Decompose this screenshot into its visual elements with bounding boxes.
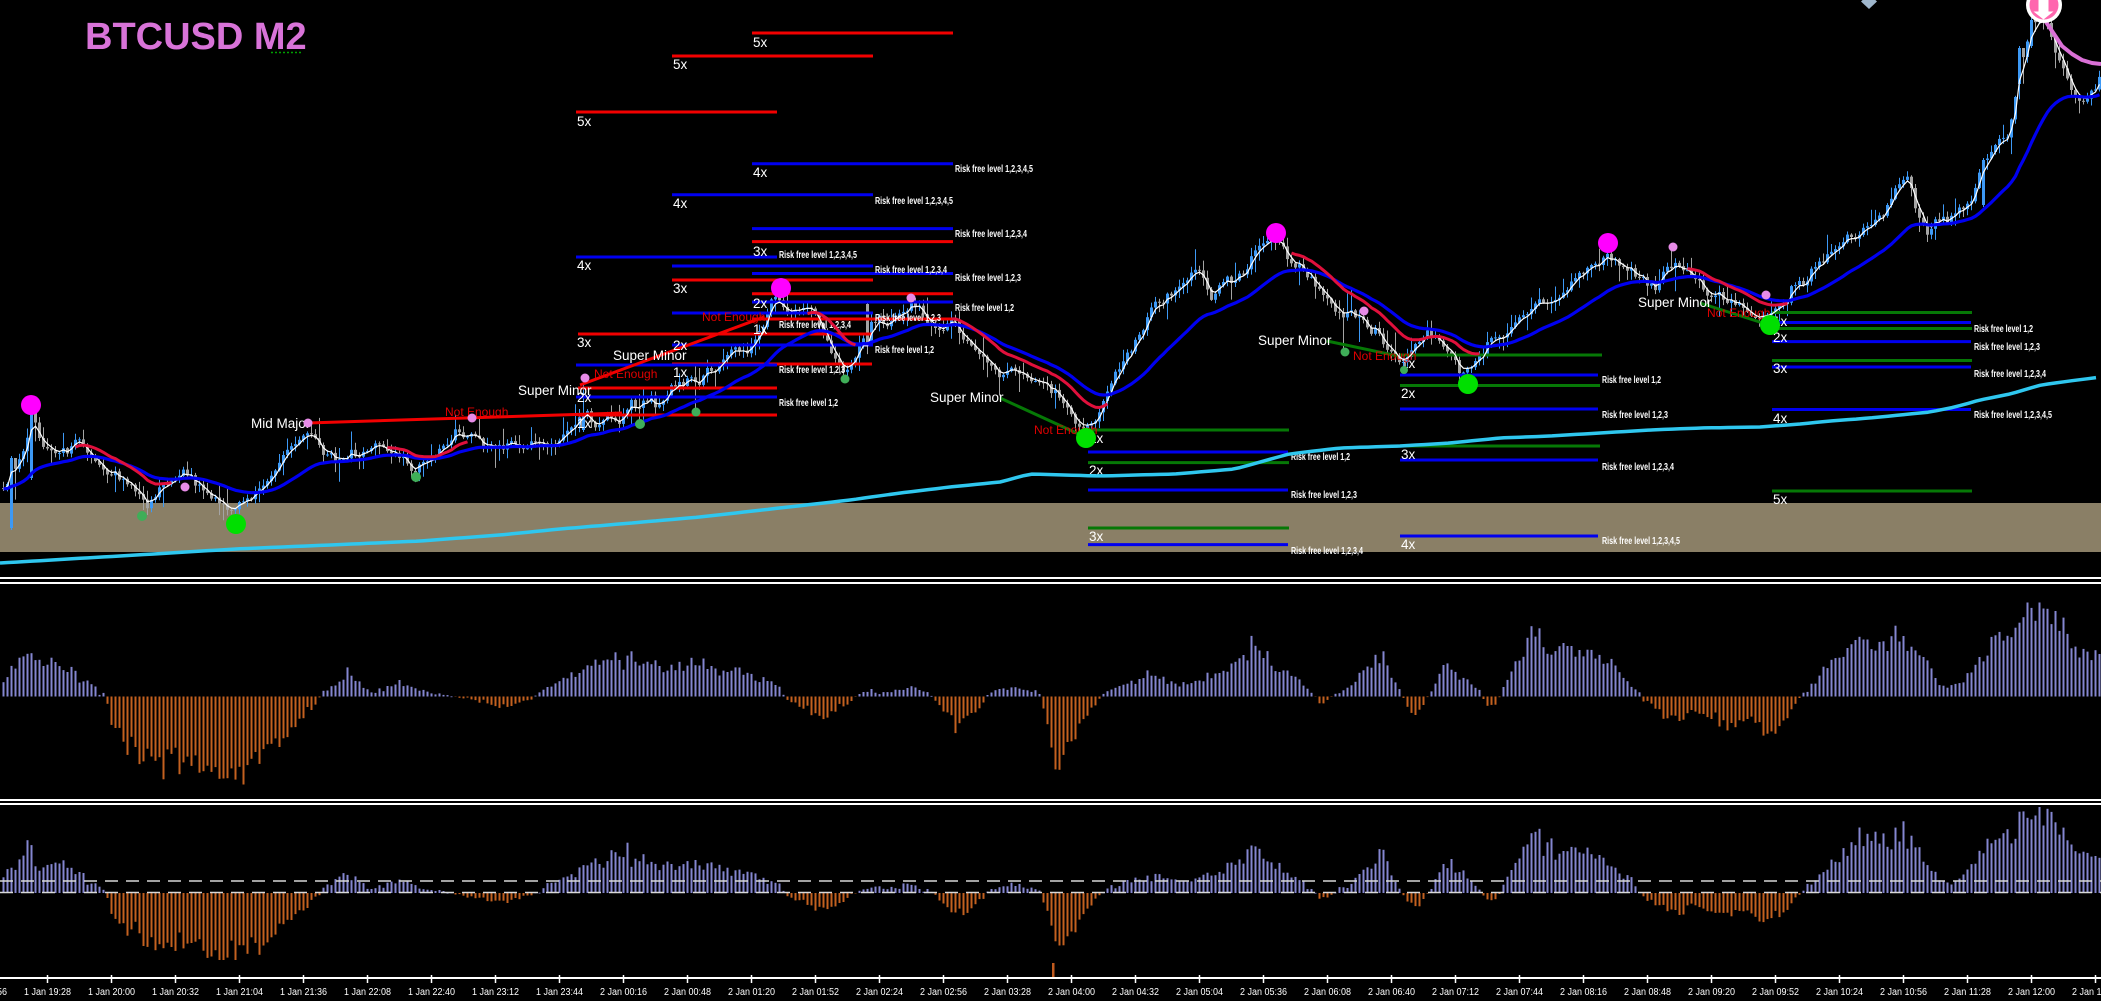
svg-text:Risk free level 1,2,3,4: Risk free level 1,2,3,4 (955, 228, 1027, 240)
svg-text:4x: 4x (1773, 411, 1788, 426)
svg-text:1 Jan 21:04: 1 Jan 21:04 (216, 986, 263, 998)
svg-text:Risk free level 1,2,3,4: Risk free level 1,2,3,4 (1974, 368, 2046, 380)
svg-text:2 Jan 08:48: 2 Jan 08:48 (1624, 986, 1671, 998)
svg-text:Risk free level 1,2: Risk free level 1,2 (1291, 451, 1350, 463)
svg-text:Not Enough: Not Enough (1707, 306, 1770, 320)
svg-text:2 Jan 10:24: 2 Jan 10:24 (1816, 986, 1863, 998)
svg-text:2 Jan 07:44: 2 Jan 07:44 (1496, 986, 1543, 998)
svg-text:5x: 5x (1773, 492, 1788, 507)
svg-text:2 Jan 02:24: 2 Jan 02:24 (856, 986, 903, 998)
svg-text:Risk free level 1,2,3: Risk free level 1,2,3 (1602, 409, 1668, 421)
svg-text:Risk free level 1,2,3,4,5: Risk free level 1,2,3,4,5 (1974, 409, 2052, 421)
svg-text:Risk free level 1,2,3,4: Risk free level 1,2,3,4 (1291, 545, 1363, 557)
svg-text:1x: 1x (753, 322, 768, 337)
svg-text:1 Jan 20:00: 1 Jan 20:00 (88, 986, 135, 998)
svg-text:Super Minor: Super Minor (518, 383, 592, 398)
svg-text:Risk free level 1,2,3,4,5: Risk free level 1,2,3,4,5 (779, 249, 857, 261)
svg-text:Risk free level 1,2,3: Risk free level 1,2,3 (875, 312, 941, 324)
svg-text:Risk free level 1,2,3,4: Risk free level 1,2,3,4 (875, 264, 947, 276)
svg-text:2 Jan 00:16: 2 Jan 00:16 (600, 986, 647, 998)
svg-text:Super Minor: Super Minor (1638, 295, 1712, 310)
svg-text:BTCUSD M2: BTCUSD M2 (85, 16, 307, 58)
svg-text:Risk free level 1,2,3,4,5: Risk free level 1,2,3,4,5 (955, 163, 1033, 175)
svg-text:2 Jan 11:28: 2 Jan 11:28 (1944, 986, 1991, 998)
svg-text:2x: 2x (1401, 386, 1416, 401)
svg-text:2 Jan 02:56: 2 Jan 02:56 (920, 986, 967, 998)
svg-text:3x: 3x (1773, 361, 1788, 376)
svg-text:Risk free level 1,2: Risk free level 1,2 (779, 397, 838, 409)
svg-text:Mid Major: Mid Major (251, 416, 311, 431)
svg-text:Not Enough: Not Enough (594, 367, 657, 381)
svg-text:2 Jan 06:40: 2 Jan 06:40 (1368, 986, 1415, 998)
svg-text:5x: 5x (753, 35, 768, 50)
svg-text:2 Jan 04:32: 2 Jan 04:32 (1112, 986, 1159, 998)
svg-text:2 Jan 01:52: 2 Jan 01:52 (792, 986, 839, 998)
svg-text:2 Jan 09:20: 2 Jan 09:20 (1688, 986, 1735, 998)
svg-text:1 Jan 23:44: 1 Jan 23:44 (536, 986, 583, 998)
svg-text:Super Minor: Super Minor (613, 348, 687, 363)
svg-text:1 Jan 18:56: 1 Jan 18:56 (0, 986, 7, 998)
svg-text:1x: 1x (577, 416, 592, 431)
svg-text:2 Jan 07:12: 2 Jan 07:12 (1432, 986, 1479, 998)
svg-text:4x: 4x (1401, 537, 1416, 552)
svg-text:2 Jan 06:08: 2 Jan 06:08 (1304, 986, 1351, 998)
svg-text:Not Enough: Not Enough (1353, 349, 1416, 363)
svg-text:Risk free level 1,2: Risk free level 1,2 (1974, 323, 2033, 335)
svg-text:2 Jan 01:20: 2 Jan 01:20 (728, 986, 775, 998)
svg-text:Not Enough: Not Enough (445, 405, 508, 419)
svg-text:2x: 2x (673, 338, 688, 353)
svg-text:1 Jan 20:32: 1 Jan 20:32 (152, 986, 199, 998)
svg-text:2x: 2x (1773, 330, 1788, 345)
svg-text:1x: 1x (673, 365, 688, 380)
svg-text:1 Jan 19:28: 1 Jan 19:28 (24, 986, 71, 998)
svg-text:2 Jan 12:00: 2 Jan 12:00 (2008, 986, 2055, 998)
svg-text:3x: 3x (673, 281, 688, 296)
svg-text:2 Jan 05:36: 2 Jan 05:36 (1240, 986, 1287, 998)
svg-text:4x: 4x (673, 196, 688, 211)
svg-text:1 Jan 23:12: 1 Jan 23:12 (472, 986, 519, 998)
svg-text:3x: 3x (577, 335, 592, 350)
svg-text:Super Minor: Super Minor (1258, 333, 1332, 348)
svg-text:4x: 4x (753, 165, 768, 180)
svg-text:5x: 5x (577, 114, 592, 129)
svg-text:Risk free level 1,2,3,4: Risk free level 1,2,3,4 (779, 319, 851, 331)
svg-text:2 Jan 10:56: 2 Jan 10:56 (1880, 986, 1927, 998)
svg-text:2 Jan 04:00: 2 Jan 04:00 (1048, 986, 1095, 998)
svg-text:2x: 2x (577, 390, 592, 405)
svg-text:2 Jan 03:28: 2 Jan 03:28 (984, 986, 1031, 998)
svg-text:Risk free level 1,2,3: Risk free level 1,2,3 (955, 272, 1021, 284)
svg-text:2 Jan 05:04: 2 Jan 05:04 (1176, 986, 1223, 998)
svg-text:3x: 3x (1401, 447, 1416, 462)
svg-text:Risk free level 1,2,3: Risk free level 1,2,3 (779, 364, 845, 376)
svg-text:Not Enough: Not Enough (702, 310, 765, 324)
svg-text:Super Minor: Super Minor (930, 390, 1004, 405)
svg-text:1 Jan 22:40: 1 Jan 22:40 (408, 986, 455, 998)
svg-text:2 Jan 08:16: 2 Jan 08:16 (1560, 986, 1607, 998)
svg-text:2x: 2x (753, 296, 768, 311)
svg-text:2 Jan 12:32: 2 Jan 12:32 (2072, 986, 2101, 998)
svg-text:3x: 3x (1089, 529, 1104, 544)
svg-text:2 Jan 09:52: 2 Jan 09:52 (1752, 986, 1799, 998)
svg-text:Risk free level 1,2,3: Risk free level 1,2,3 (1291, 489, 1357, 501)
svg-text:3x: 3x (753, 244, 768, 259)
svg-text:Risk free level 1,2,3: Risk free level 1,2,3 (1974, 341, 2040, 353)
svg-text:5x: 5x (673, 57, 688, 72)
svg-text:Risk free level 1,2,3,4,5: Risk free level 1,2,3,4,5 (1602, 535, 1680, 547)
svg-text:Risk free level 1,2,3,4,5: Risk free level 1,2,3,4,5 (875, 195, 953, 207)
svg-text:2 Jan 00:48: 2 Jan 00:48 (664, 986, 711, 998)
svg-text:1 Jan 22:08: 1 Jan 22:08 (344, 986, 391, 998)
svg-text:4x: 4x (577, 258, 592, 273)
svg-text:Risk free level 1,2: Risk free level 1,2 (875, 344, 934, 356)
svg-text:1 Jan 21:36: 1 Jan 21:36 (280, 986, 327, 998)
svg-text:Risk free level 1,2: Risk free level 1,2 (1602, 374, 1661, 386)
svg-text:Risk free level 1,2: Risk free level 1,2 (955, 302, 1014, 314)
svg-text:Risk free level 1,2,3,4: Risk free level 1,2,3,4 (1602, 461, 1674, 473)
